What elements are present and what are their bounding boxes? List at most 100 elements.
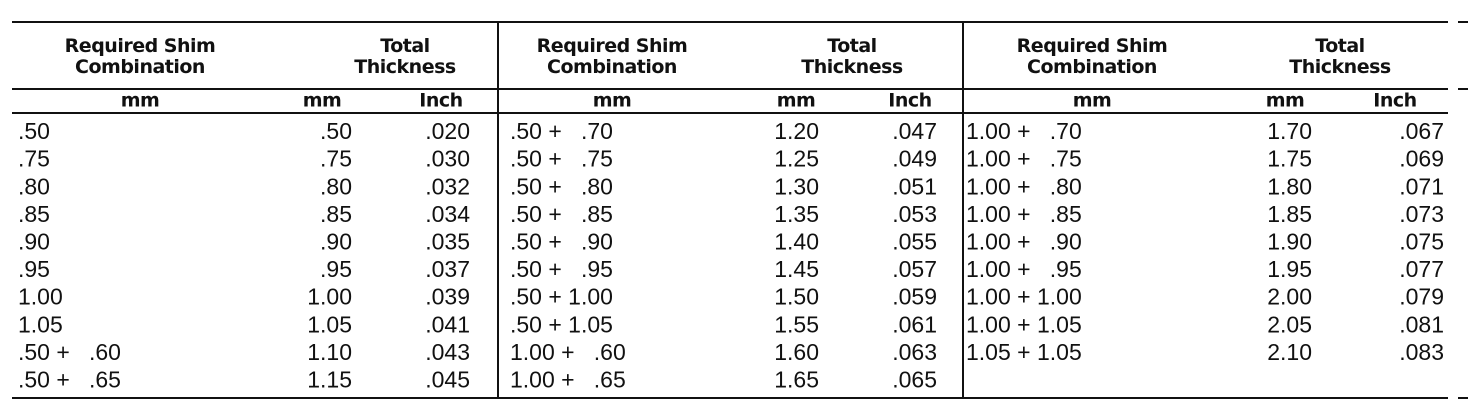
shim-combination: 1.00 + .80 [966,173,1082,199]
thickness-inch: .039 [425,284,470,310]
thickness-inch: .041 [425,311,470,337]
thickness-mm: 1.10 [307,339,352,365]
unit-header: mm [777,90,816,112]
shim-combination: 1.05 [18,311,63,337]
shim-combination: 1.00 + .70 [966,118,1082,144]
thickness-mm: .85 [320,201,352,227]
thickness-inch: .043 [425,339,470,365]
thickness-inch: .059 [892,284,937,310]
shim-combination: 1.00 + .75 [966,146,1082,172]
shim-combination: 1.05 + 1.05 [966,339,1082,365]
shim-combination: 1.00 + .85 [966,201,1082,227]
thickness-inch: .081 [1399,311,1444,337]
shim-combination: .50 + .70 [510,118,613,144]
thickness-mm: .90 [320,228,352,254]
shim-combination: .50 + .90 [510,228,613,254]
shim-combination: .80 [18,173,50,199]
thickness-mm: 1.80 [1267,173,1312,199]
shim-combination: .50 + .85 [510,201,613,227]
shim-combination: 1.00 + 1.05 [966,311,1082,337]
thickness-mm: 1.75 [1267,146,1312,172]
column-header: Required Shim Combination [1017,35,1168,78]
thickness-inch: .077 [1399,256,1444,282]
thickness-inch: .049 [892,146,937,172]
thickness-mm: 2.10 [1267,339,1312,365]
thickness-inch: .047 [892,118,937,144]
shim-combination: .75 [18,146,50,172]
column-header: Total Thickness [354,35,456,78]
thickness-mm: .50 [320,118,352,144]
thickness-inch: .035 [425,228,470,254]
thickness-mm: 1.25 [774,146,819,172]
shim-combination: .50 + 1.05 [510,311,613,337]
column-header: Required Shim Combination [537,35,688,78]
shim-combination: .50 + .95 [510,256,613,282]
thickness-mm: .95 [320,256,352,282]
unit-header: mm [121,90,160,112]
shim-combination: .50 + 1.00 [510,284,613,310]
thickness-inch: .079 [1399,284,1444,310]
shim-combination: 1.00 + .60 [510,339,626,365]
thickness-mm: .80 [320,173,352,199]
thickness-inch: .032 [425,173,470,199]
shim-combination: 1.00 + .90 [966,228,1082,254]
thickness-inch: .045 [425,366,470,392]
thickness-inch: .083 [1399,339,1444,365]
shim-combination: 1.00 + 1.00 [966,284,1082,310]
unit-header: Inch [888,90,931,112]
thickness-mm: 1.20 [774,118,819,144]
thickness-inch: .073 [1399,201,1444,227]
thickness-mm: 1.45 [774,256,819,282]
thickness-mm: 2.05 [1267,311,1312,337]
thickness-mm: 1.00 [307,284,352,310]
unit-header: mm [593,90,632,112]
thickness-mm: 1.50 [774,284,819,310]
thickness-inch: .034 [425,201,470,227]
thickness-inch: .020 [425,118,470,144]
column-header: Total Thickness [1289,35,1391,78]
shim-combination: .50 + .60 [18,339,121,365]
unit-header: mm [1266,90,1305,112]
unit-header: Inch [1373,90,1416,112]
shim-combination: 1.00 [18,284,63,310]
thickness-mm: 1.40 [774,228,819,254]
thickness-inch: .057 [892,256,937,282]
thickness-inch: .055 [892,228,937,254]
shim-combination: 1.00 + .65 [510,366,626,392]
thickness-mm: 1.55 [774,311,819,337]
thickness-mm: 1.15 [307,366,352,392]
thickness-mm: 1.30 [774,173,819,199]
unit-header: Inch [419,90,462,112]
thickness-inch: .037 [425,256,470,282]
thickness-inch: .075 [1399,228,1444,254]
thickness-mm: 1.70 [1267,118,1312,144]
thickness-mm: 1.65 [774,366,819,392]
shim-combination: 1.00 + .95 [966,256,1082,282]
thickness-inch: .071 [1399,173,1444,199]
unit-header: mm [303,90,342,112]
thickness-mm: 1.05 [307,311,352,337]
thickness-inch: .053 [892,201,937,227]
thickness-mm: 2.00 [1267,284,1312,310]
thickness-mm: .75 [320,146,352,172]
thickness-inch: .030 [425,146,470,172]
thickness-inch: .067 [1399,118,1444,144]
thickness-mm: 1.60 [774,339,819,365]
thickness-mm: 1.35 [774,201,819,227]
thickness-inch: .051 [892,173,937,199]
shim-combination: .90 [18,228,50,254]
shim-combination: .50 + .65 [18,366,121,392]
shim-combination: .50 + .80 [510,173,613,199]
column-header: Required Shim Combination [65,35,216,78]
shim-combination: .95 [18,256,50,282]
column-header: Total Thickness [801,35,903,78]
thickness-mm: 1.95 [1267,256,1312,282]
thickness-inch: .065 [892,366,937,392]
thickness-inch: .063 [892,339,937,365]
thickness-mm: 1.85 [1267,201,1312,227]
shim-combination: .50 [18,118,50,144]
unit-header: mm [1073,90,1112,112]
shim-combination: .85 [18,201,50,227]
thickness-inch: .061 [892,311,937,337]
